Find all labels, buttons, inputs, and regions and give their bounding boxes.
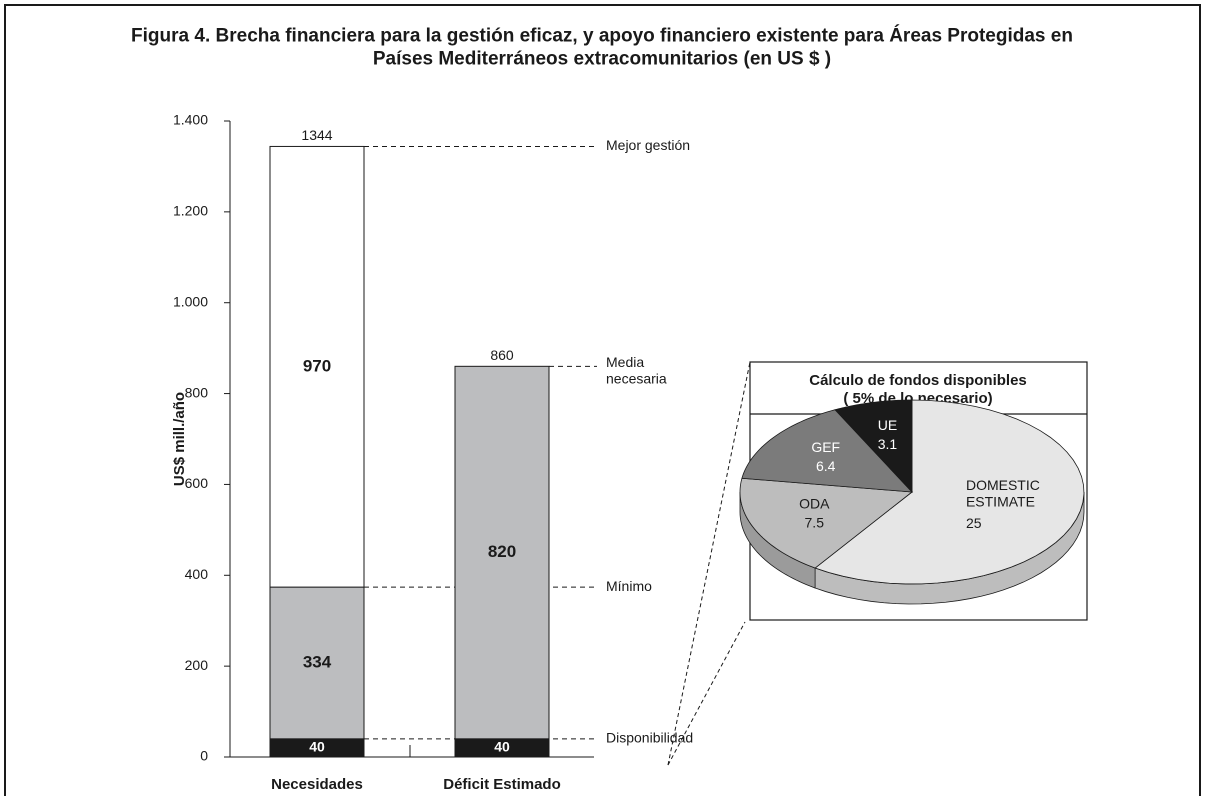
y-tick-label: 1.000 <box>173 293 208 309</box>
connector <box>667 361 751 766</box>
pie-value: 7.5 <box>805 515 825 531</box>
y-tick-label: 600 <box>185 475 209 491</box>
level-label: Disponibilidad <box>606 730 693 746</box>
y-tick-label: 1.200 <box>173 203 208 219</box>
pie-label: UE <box>878 417 897 433</box>
pie-label: ODA <box>799 496 830 512</box>
segment-label: 970 <box>303 356 331 375</box>
level-label: Mínimo <box>606 578 652 594</box>
pie-label: DOMESTIC ESTIMATE <box>966 477 1040 510</box>
level-label: Media necesaria <box>606 354 667 387</box>
bar-segment <box>454 365 550 740</box>
pie-slice <box>834 399 913 494</box>
x-tick-label: Déficit Estimado <box>443 776 561 793</box>
y-tick-label: 1.400 <box>173 112 208 128</box>
bar-segment <box>269 145 365 588</box>
y-tick-label: 800 <box>185 384 209 400</box>
y-tick-label: 400 <box>185 566 209 582</box>
pie-value: 6.4 <box>816 458 836 474</box>
segment-label: 40 <box>494 739 510 755</box>
pie-label: GEF <box>811 439 840 455</box>
y-tick-label: 0 <box>200 748 208 764</box>
level-label: Mejor gestión <box>606 137 690 153</box>
segment-label: 40 <box>309 739 325 755</box>
x-tick-label: Necesidades <box>271 776 363 793</box>
pie-slice <box>741 409 913 493</box>
chart-title: Figura 4. Brecha financiera para la gest… <box>131 25 1073 70</box>
bar-segment <box>269 586 365 740</box>
pie-slice <box>739 477 914 569</box>
connector <box>667 621 746 766</box>
pie-slice <box>814 399 1085 585</box>
total-label: 1344 <box>301 127 332 143</box>
total-label: 860 <box>490 347 514 363</box>
pie-value: 3.1 <box>878 436 898 452</box>
y-tick-label: 200 <box>185 657 209 673</box>
y-axis-label: US$ mill./año <box>171 392 188 486</box>
pie-value: 25 <box>966 515 982 531</box>
segment-label: 820 <box>488 542 516 561</box>
segment-label: 334 <box>303 652 332 671</box>
